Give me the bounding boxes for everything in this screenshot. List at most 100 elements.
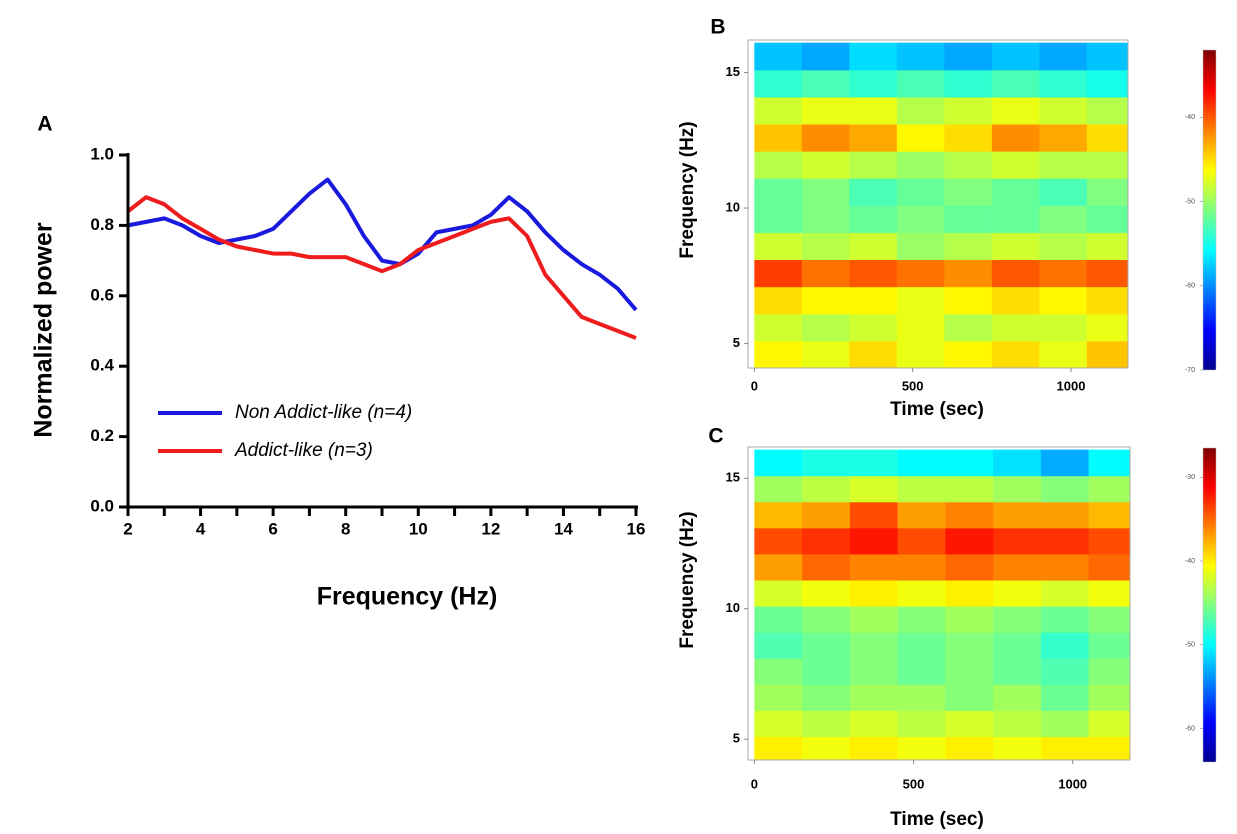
heatmap-cell bbox=[1039, 205, 1088, 233]
heatmap-cell bbox=[801, 205, 850, 233]
heatmap-cell bbox=[849, 527, 899, 555]
heatmap-cell bbox=[991, 151, 1040, 179]
heatmap-cell bbox=[1040, 736, 1090, 760]
colorbar-tick-label: -40 bbox=[1185, 558, 1195, 565]
heatmap-cell bbox=[754, 151, 803, 179]
heatmap-cell bbox=[1040, 449, 1090, 477]
heatmap-cell bbox=[849, 449, 899, 477]
heatmap-cell bbox=[1086, 232, 1128, 261]
y-tick-label: 0.2 bbox=[90, 426, 114, 445]
heatmap-cell bbox=[754, 684, 803, 711]
heatmap-cell bbox=[1040, 580, 1090, 607]
heatmap-cell bbox=[897, 684, 946, 711]
heatmap-cell bbox=[945, 736, 994, 760]
heatmap-cell bbox=[801, 96, 850, 125]
heatmap-cell bbox=[1086, 340, 1128, 368]
heatmap-cell bbox=[802, 501, 851, 529]
heatmap-cell bbox=[1088, 527, 1130, 555]
heatmap-cell bbox=[1039, 178, 1088, 206]
x-axis-label: Time (sec) bbox=[890, 399, 984, 420]
heatmap-cell bbox=[802, 710, 851, 738]
y-tick-label: 15 bbox=[726, 470, 740, 485]
x-tick-label: 14 bbox=[554, 519, 573, 538]
heatmap-cell bbox=[897, 475, 946, 503]
heatmap-cell bbox=[945, 501, 994, 529]
colorbar-tick-label: -40 bbox=[1185, 114, 1195, 121]
y-tick-label: 0.4 bbox=[90, 356, 114, 375]
heatmap-cell bbox=[896, 69, 945, 98]
heatmap-cell bbox=[1088, 580, 1130, 607]
heatmap-cell bbox=[897, 501, 946, 529]
heatmap-cell bbox=[896, 232, 945, 261]
y-axis-label: Normalized power bbox=[30, 222, 58, 438]
heatmap-cell bbox=[802, 632, 851, 659]
heatmap-cell bbox=[993, 527, 1042, 555]
heatmap-cell bbox=[849, 736, 899, 760]
heatmap-cell bbox=[802, 736, 851, 760]
heatmap-cell bbox=[944, 286, 993, 315]
y-tick-label: 10 bbox=[726, 200, 740, 215]
heatmap-cell bbox=[944, 42, 993, 71]
x-tick-label: 0 bbox=[751, 378, 758, 393]
heatmap-cell bbox=[754, 606, 803, 633]
heatmap-cell bbox=[1088, 501, 1130, 529]
heatmap-cell bbox=[991, 96, 1040, 125]
heatmap-cell bbox=[897, 527, 946, 555]
heatmap-cell bbox=[944, 96, 993, 125]
heatmap-cell bbox=[754, 553, 803, 581]
heatmap-cell bbox=[993, 501, 1042, 529]
heatmap-cell bbox=[896, 340, 945, 368]
heatmap-cell bbox=[849, 684, 899, 711]
heatmap-cell bbox=[993, 658, 1042, 685]
heatmap-cell bbox=[993, 710, 1042, 738]
heatmap-cell bbox=[754, 658, 803, 685]
heatmap-cell bbox=[754, 527, 803, 555]
heatmap-cell bbox=[897, 449, 946, 477]
x-tick-label: 6 bbox=[268, 519, 277, 538]
heatmap-cell bbox=[1040, 684, 1090, 711]
heatmap-cell bbox=[991, 205, 1040, 233]
heatmap-cell bbox=[849, 340, 898, 368]
heatmap-cell bbox=[897, 658, 946, 685]
y-tick-label: 1.0 bbox=[90, 144, 114, 163]
series-line bbox=[127, 177, 638, 312]
colorbar-tick-label: -70 bbox=[1185, 367, 1195, 374]
heatmap-cell bbox=[1086, 286, 1128, 315]
heatmap-cell bbox=[802, 475, 851, 503]
heatmap-cell bbox=[993, 632, 1042, 659]
heatmap-cell bbox=[944, 151, 993, 179]
heatmap-cell bbox=[945, 606, 994, 633]
heatmap-cell bbox=[754, 259, 803, 288]
heatmap-cell bbox=[1039, 313, 1088, 342]
heatmap-cell bbox=[944, 69, 993, 98]
heatmap-cell bbox=[1086, 96, 1128, 125]
x-tick-label: 16 bbox=[627, 519, 646, 538]
heatmap-cell bbox=[991, 340, 1040, 368]
heatmap-cell bbox=[849, 286, 898, 315]
heatmap-cell bbox=[754, 449, 803, 477]
heatmap-cell bbox=[1086, 42, 1128, 71]
heatmap-cell bbox=[896, 205, 945, 233]
heatmap-cell bbox=[1040, 710, 1090, 738]
heatmap-cell bbox=[754, 232, 803, 261]
heatmap-cell bbox=[1039, 69, 1088, 98]
heatmap-cell bbox=[1040, 475, 1090, 503]
heatmap-cell bbox=[1088, 658, 1130, 685]
heatmap-cell bbox=[1088, 632, 1130, 659]
heatmap-cell bbox=[849, 124, 898, 152]
heatmap-cell bbox=[945, 475, 994, 503]
heatmap-cell bbox=[991, 259, 1040, 288]
heatmap-cell bbox=[754, 178, 803, 206]
heatmap-cell bbox=[1086, 151, 1128, 179]
heatmap-cell bbox=[754, 736, 803, 760]
heatmap-cell bbox=[944, 124, 993, 152]
heatmap-cell bbox=[1086, 124, 1128, 152]
heatmap-cell bbox=[897, 553, 946, 581]
heatmap-cell bbox=[754, 42, 803, 71]
heatmap-cell bbox=[754, 286, 803, 315]
heatmap-cell bbox=[991, 286, 1040, 315]
heatmap-cell bbox=[849, 580, 899, 607]
heatmap-cell bbox=[991, 178, 1040, 206]
heatmap-cell bbox=[1039, 96, 1088, 125]
heatmap-cell bbox=[801, 69, 850, 98]
